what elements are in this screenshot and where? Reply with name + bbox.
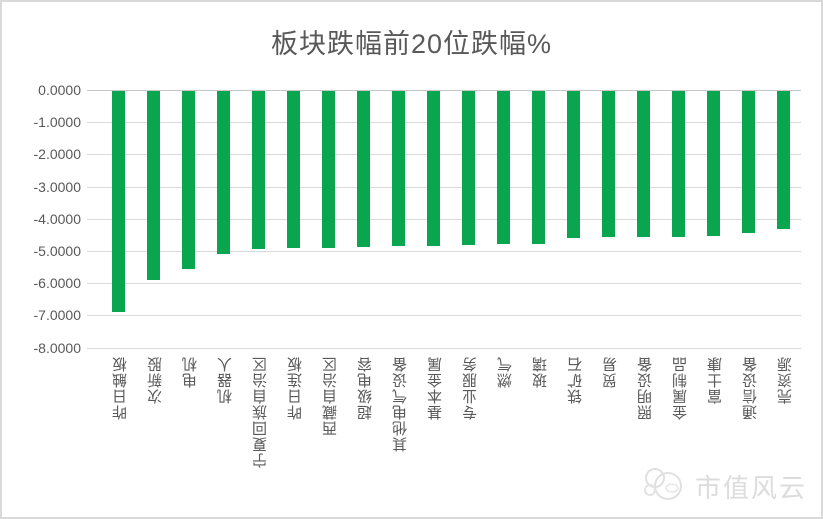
y-axis-tick-label: -5.0000 bbox=[33, 243, 81, 259]
bar bbox=[182, 91, 195, 269]
gridline bbox=[87, 154, 801, 156]
x-axis-label: 超级电容 bbox=[356, 356, 374, 420]
bar bbox=[637, 91, 650, 237]
y-axis-tick-label: -2.0000 bbox=[33, 146, 81, 163]
x-axis-label: 贸易 bbox=[601, 356, 619, 388]
x-axis-label: 富士康 bbox=[706, 356, 724, 404]
bar bbox=[567, 91, 580, 238]
y-axis-tick-label: -7.0000 bbox=[33, 307, 81, 324]
x-axis-label: 西藏自治区 bbox=[321, 356, 339, 436]
watermark-text: 市值风云 bbox=[694, 473, 807, 503]
x-axis-label: 机器人 bbox=[216, 356, 234, 404]
x-axis-label: 通信设备 bbox=[741, 356, 759, 420]
bar bbox=[112, 91, 125, 312]
x-axis-label: 次新股 bbox=[146, 356, 164, 404]
x-axis-label: 燃气 bbox=[496, 356, 514, 388]
bar bbox=[252, 91, 265, 249]
bar bbox=[497, 91, 510, 244]
panda-logo-icon bbox=[641, 464, 687, 509]
x-axis-label: 昨日连板 bbox=[286, 356, 304, 420]
x-axis-label: 其他电气设备 bbox=[391, 356, 409, 452]
bar bbox=[217, 91, 230, 254]
x-axis-label: 壳资源 bbox=[776, 356, 794, 404]
gridline bbox=[87, 122, 801, 124]
x-axis-label: 玻璃 bbox=[531, 356, 549, 388]
bar bbox=[322, 91, 335, 248]
gridline bbox=[87, 218, 801, 220]
x-axis-label: 昨日触板 bbox=[111, 356, 129, 420]
x-axis-label: 照明设备 bbox=[636, 356, 654, 420]
y-axis-tick-label: -1.0000 bbox=[33, 114, 81, 131]
x-axis-line bbox=[87, 90, 801, 91]
gridline bbox=[87, 347, 801, 349]
bar bbox=[392, 91, 405, 246]
chart-title: 板块跌幅前20位跌幅% bbox=[270, 29, 553, 59]
x-axis-label: 金属制品 bbox=[671, 356, 689, 420]
x-axis-label: 基本金属 bbox=[426, 356, 444, 420]
y-axis-tick-label: -6.0000 bbox=[33, 275, 81, 292]
bar bbox=[287, 91, 300, 248]
x-axis-label: 电机 bbox=[181, 356, 199, 388]
y-axis-tick-label: 0.0000 bbox=[38, 82, 81, 98]
bar bbox=[462, 91, 475, 245]
y-axis-tick-label: -8.0000 bbox=[33, 339, 81, 356]
bar bbox=[427, 91, 440, 246]
bar bbox=[602, 91, 615, 237]
x-axis-label: 专业服务 bbox=[461, 356, 479, 420]
bar bbox=[742, 91, 755, 233]
bar bbox=[777, 91, 790, 229]
bar bbox=[672, 91, 685, 237]
bar bbox=[357, 91, 370, 247]
bar bbox=[147, 91, 160, 280]
gridline bbox=[87, 283, 801, 285]
bar bbox=[532, 91, 545, 244]
y-axis-tick-label: -4.0000 bbox=[33, 210, 81, 227]
x-axis-label: 铁矿石 bbox=[566, 356, 584, 404]
gridline bbox=[87, 186, 801, 188]
gridline bbox=[87, 251, 801, 252]
watermark: 市值风云 bbox=[641, 464, 807, 509]
x-axis-label: 宁夏回族自治区 bbox=[251, 356, 269, 468]
y-axis-tick-label: -3.0000 bbox=[33, 178, 81, 195]
bar bbox=[707, 91, 720, 236]
gridline bbox=[87, 315, 801, 317]
